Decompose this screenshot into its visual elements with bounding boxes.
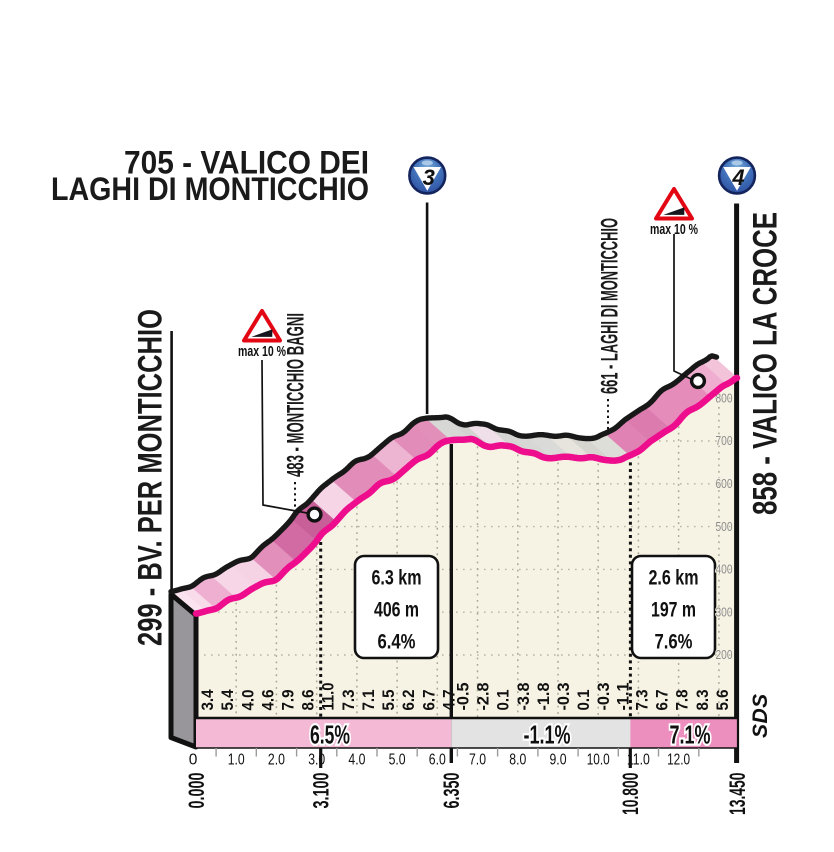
svg-text:500: 500 [716,519,733,534]
svg-text:-1.8: -1.8 [535,683,553,711]
svg-text:299 - BV. PER MONTICCHIO: 299 - BV. PER MONTICCHIO [132,309,170,646]
svg-text:197 m: 197 m [651,599,696,622]
svg-text:6.5%: 6.5% [310,720,350,750]
svg-text:-0.3: -0.3 [555,683,573,711]
svg-text:5.6: 5.6 [714,690,732,711]
svg-text:6.0: 6.0 [429,751,446,768]
svg-text:6.350: 6.350 [439,773,464,809]
svg-text:-0.3: -0.3 [595,683,613,711]
svg-text:-1.1: -1.1 [614,683,632,711]
svg-text:11.0: 11.0 [320,683,338,711]
svg-text:4: 4 [731,165,744,190]
svg-text:-3.8: -3.8 [515,683,533,711]
svg-text:2.6 km: 2.6 km [649,567,699,590]
svg-text:LAGHI DI MONTICCHIO: LAGHI DI MONTICCHIO [51,171,369,207]
svg-text:-0.5: -0.5 [455,683,473,711]
svg-text:6.4%: 6.4% [378,631,416,654]
svg-text:200: 200 [716,647,733,662]
svg-text:300: 300 [716,604,733,619]
svg-text:4.0: 4.0 [239,690,257,711]
svg-text:-2.8: -2.8 [475,683,493,711]
svg-text:6.2: 6.2 [400,690,418,711]
svg-text:7.6%: 7.6% [655,631,693,654]
svg-text:13.450: 13.450 [725,773,750,816]
svg-text:6.7: 6.7 [420,690,438,711]
svg-text:4.6: 4.6 [259,690,277,711]
svg-text:3.100: 3.100 [309,773,334,809]
svg-text:5.0: 5.0 [389,751,406,768]
svg-text:6.7: 6.7 [654,690,672,711]
svg-text:3.4: 3.4 [199,689,217,711]
svg-text:10.0: 10.0 [587,751,610,768]
svg-text:8.3: 8.3 [694,690,712,711]
svg-text:8.6: 8.6 [300,690,318,711]
svg-text:661 - LAGHI DI MONTICCHIO: 661 - LAGHI DI MONTICCHIO [597,218,624,394]
svg-text:600: 600 [716,476,733,491]
svg-text:7.0: 7.0 [469,751,486,768]
svg-text:0.1: 0.1 [495,690,513,711]
svg-text:-1.1%: -1.1% [524,720,571,750]
svg-text:4.7: 4.7 [440,690,458,711]
svg-text:4.0: 4.0 [348,751,365,768]
svg-text:5.5: 5.5 [380,690,398,711]
svg-text:858 - VALICO LA CROCE: 858 - VALICO LA CROCE [747,212,785,515]
svg-text:max 10 %: max 10 % [238,343,286,360]
svg-text:406 m: 406 m [374,599,419,622]
svg-text:8.0: 8.0 [509,751,526,768]
svg-text:6.3 km: 6.3 km [372,567,422,590]
svg-text:7.1: 7.1 [360,690,378,711]
svg-text:1.0: 1.0 [228,751,245,768]
svg-text:max 10 %: max 10 % [650,221,698,238]
svg-text:SDS: SDS [749,693,772,738]
svg-text:5.4: 5.4 [219,689,237,711]
svg-text:7.3: 7.3 [633,690,651,711]
svg-text:7.1%: 7.1% [670,720,711,750]
svg-text:800: 800 [716,390,733,405]
svg-text:12.0: 12.0 [667,751,690,768]
svg-text:0: 0 [189,751,198,768]
svg-text:3: 3 [423,165,435,190]
svg-text:7.9: 7.9 [280,690,298,711]
svg-text:400: 400 [716,562,733,577]
svg-text:2.0: 2.0 [268,751,285,768]
svg-text:0.1: 0.1 [575,690,593,711]
svg-text:705 - VALICO DEI: 705 - VALICO DEI [124,145,369,181]
svg-text:3.0: 3.0 [308,751,325,768]
svg-text:7.8: 7.8 [674,690,692,711]
svg-text:7.3: 7.3 [340,690,358,711]
svg-text:483 - MONTICCHIO BAGNI: 483 - MONTICCHIO BAGNI [283,313,310,477]
svg-text:9.0: 9.0 [550,751,567,768]
svg-text:0.000: 0.000 [184,773,209,809]
svg-text:700: 700 [716,433,733,448]
svg-text:11.0: 11.0 [627,751,650,768]
svg-text:10.800: 10.800 [618,773,643,816]
